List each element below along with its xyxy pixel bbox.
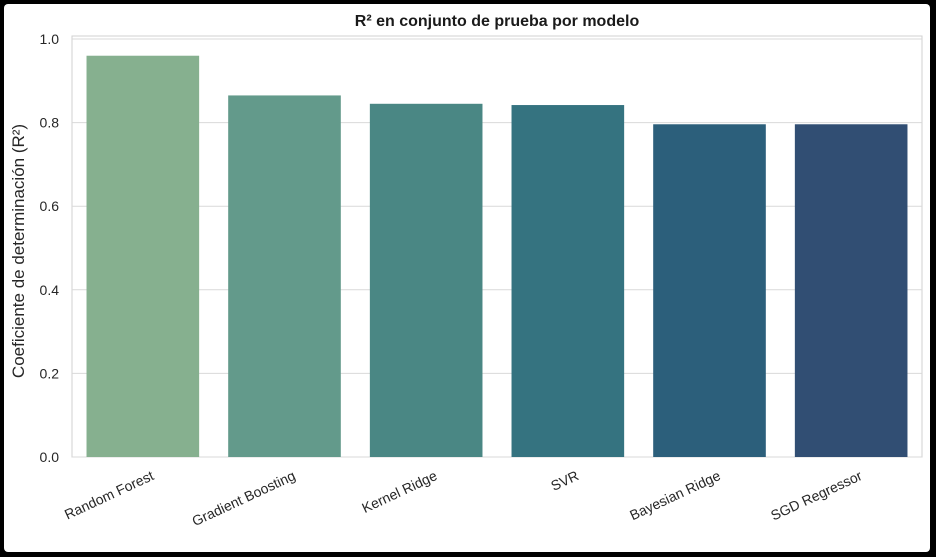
bar-gradient-boosting xyxy=(228,95,341,458)
x-tick-label: Random Forest xyxy=(62,467,156,522)
bar-kernel-ridge xyxy=(369,103,483,457)
bar-sgd-regressor xyxy=(794,124,908,457)
y-tick-label: 0.6 xyxy=(40,198,60,214)
x-tick-label: Gradient Boosting xyxy=(189,467,297,529)
x-tick-labels: Random Forest Gradient Boosting Kernel Rid… xyxy=(62,467,865,529)
y-tick-label: 0.2 xyxy=(40,365,60,381)
x-tick-label: Kernel Ridge xyxy=(359,467,439,516)
y-axis-label: Coeficiente de determinación (R²) xyxy=(9,124,28,378)
y-tick-label: 0.4 xyxy=(40,282,60,298)
gridlines xyxy=(72,38,922,458)
bar-svr xyxy=(511,105,625,457)
x-tick-label: Bayesian Ridge xyxy=(627,467,723,523)
x-tick-label: SGD Regressor xyxy=(768,467,865,523)
y-tick-labels: 0.0 0.2 0.4 0.6 0.8 1.0 xyxy=(40,31,60,465)
chart-card: 0.0 0.2 0.4 0.6 0.8 1.0 Random Forest Gradient… xyxy=(4,4,930,552)
chart-title: R² en conjunto de prueba por modelo xyxy=(355,13,640,30)
bar-random-forest xyxy=(86,55,200,457)
x-tick-label: SVR xyxy=(548,467,581,494)
y-tick-label: 0.8 xyxy=(40,115,60,131)
bars xyxy=(86,55,908,458)
bar-chart: 0.0 0.2 0.4 0.6 0.8 1.0 Random Forest Gradient… xyxy=(9,13,923,529)
y-tick-label: 0.0 xyxy=(40,449,60,465)
y-tick-label: 1.0 xyxy=(40,31,60,47)
plot-area xyxy=(71,35,923,458)
bar-bayesian-ridge xyxy=(653,124,766,457)
